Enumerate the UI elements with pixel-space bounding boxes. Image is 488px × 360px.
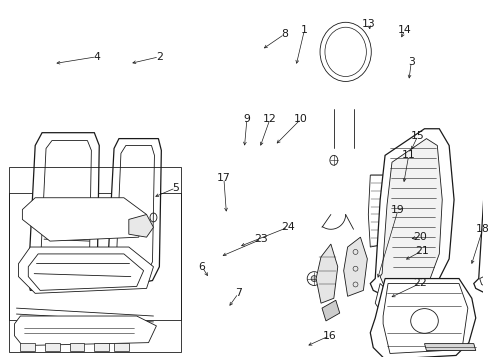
Ellipse shape <box>310 276 316 282</box>
Text: 23: 23 <box>254 234 268 244</box>
Text: 19: 19 <box>390 204 404 215</box>
Text: 7: 7 <box>234 288 241 298</box>
Polygon shape <box>22 198 146 241</box>
Text: 11: 11 <box>401 150 415 160</box>
Text: 12: 12 <box>263 114 276 124</box>
Polygon shape <box>483 274 488 306</box>
Text: 20: 20 <box>412 232 426 242</box>
Text: 16: 16 <box>322 331 336 341</box>
Text: 3: 3 <box>407 57 414 67</box>
Polygon shape <box>367 175 386 247</box>
Polygon shape <box>473 133 488 293</box>
Bar <box>9 167 181 320</box>
Text: 2: 2 <box>155 52 162 62</box>
Text: 24: 24 <box>281 222 294 232</box>
Polygon shape <box>374 279 453 318</box>
Polygon shape <box>485 267 488 320</box>
Polygon shape <box>128 215 153 237</box>
Polygon shape <box>70 343 84 351</box>
Polygon shape <box>94 343 109 351</box>
Polygon shape <box>321 300 339 321</box>
Polygon shape <box>45 343 60 351</box>
Text: 1: 1 <box>300 25 307 35</box>
Ellipse shape <box>319 22 370 81</box>
Polygon shape <box>343 237 366 296</box>
Text: 17: 17 <box>217 173 230 183</box>
Text: 10: 10 <box>294 114 307 124</box>
Text: 6: 6 <box>198 262 205 272</box>
Polygon shape <box>424 343 475 351</box>
Text: 5: 5 <box>172 183 179 193</box>
Text: 8: 8 <box>281 29 287 39</box>
Polygon shape <box>20 343 35 351</box>
Bar <box>9 193 181 352</box>
Polygon shape <box>315 244 337 303</box>
Polygon shape <box>389 180 399 247</box>
Text: 18: 18 <box>475 224 488 234</box>
Text: 13: 13 <box>362 19 375 29</box>
Text: 9: 9 <box>243 114 250 124</box>
Polygon shape <box>15 316 156 346</box>
Polygon shape <box>107 139 161 288</box>
Polygon shape <box>379 139 441 288</box>
Text: 22: 22 <box>412 279 426 288</box>
Polygon shape <box>114 343 128 351</box>
Text: 14: 14 <box>397 25 411 35</box>
Text: 15: 15 <box>410 131 424 141</box>
Text: 4: 4 <box>93 52 100 62</box>
Polygon shape <box>369 279 475 359</box>
Text: 21: 21 <box>414 246 428 256</box>
Polygon shape <box>19 247 153 293</box>
Polygon shape <box>28 133 99 291</box>
Polygon shape <box>369 129 453 296</box>
